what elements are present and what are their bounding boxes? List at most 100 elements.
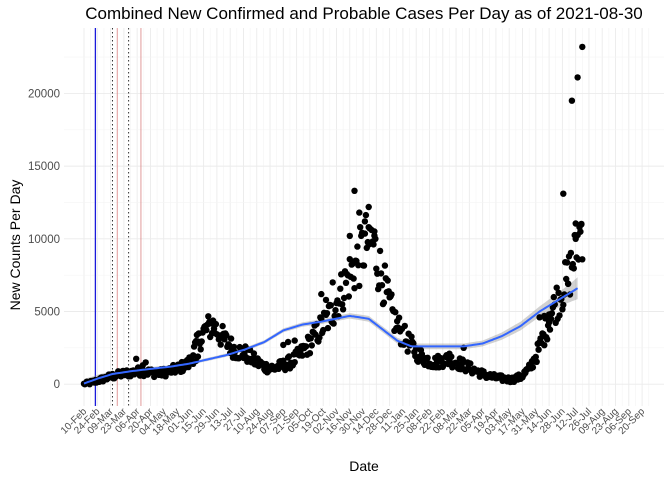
data-point <box>365 241 372 248</box>
data-point <box>395 314 403 321</box>
data-point <box>567 249 575 257</box>
data-point <box>574 74 581 81</box>
smooth-line <box>83 287 579 385</box>
data-point <box>370 241 377 248</box>
data-point <box>371 228 378 235</box>
data-point <box>380 299 388 306</box>
data-point <box>205 313 212 320</box>
data-point <box>203 326 210 334</box>
data-point <box>284 338 292 346</box>
reference-lines <box>94 28 142 406</box>
data-point <box>414 358 422 365</box>
data-point <box>560 190 567 197</box>
data-point <box>553 284 560 291</box>
data-point <box>401 322 408 330</box>
data-point <box>541 312 548 320</box>
data-point <box>361 230 369 237</box>
y-tick-label: 10000 <box>28 234 60 246</box>
data-point <box>280 341 287 349</box>
data-point <box>354 243 361 250</box>
data-point <box>337 285 344 292</box>
data-point <box>299 352 306 359</box>
data-point <box>342 279 350 286</box>
data-point <box>544 336 551 343</box>
data-point <box>408 333 415 340</box>
data-point <box>329 279 336 286</box>
data-point <box>378 282 386 289</box>
data-point <box>306 350 314 357</box>
data-point <box>230 343 238 351</box>
data-point <box>185 363 192 371</box>
data-point <box>282 366 289 374</box>
x-axis-title: Date <box>349 458 379 474</box>
data-point <box>223 332 230 339</box>
y-tick-label: 15000 <box>28 161 60 173</box>
data-point <box>572 235 579 242</box>
chart-title: Combined New Confirmed and Probable Case… <box>85 4 643 23</box>
data-point <box>535 346 542 353</box>
data-point <box>355 262 362 269</box>
data-point <box>532 353 539 361</box>
smooth-line-group <box>83 287 579 385</box>
data-point <box>568 97 576 104</box>
data-point <box>318 290 325 298</box>
data-point <box>467 360 474 367</box>
data-point <box>361 218 369 225</box>
data-point <box>324 324 332 332</box>
data-point <box>377 270 385 277</box>
data-point <box>372 235 379 242</box>
data-point <box>327 302 334 309</box>
data-point <box>285 353 293 360</box>
data-point <box>546 326 554 333</box>
y-axis-title: New Counts Per Day <box>7 180 23 311</box>
y-tick-label: 0 <box>54 379 60 391</box>
data-point <box>133 355 140 362</box>
data-point <box>418 351 426 358</box>
data-point <box>332 307 339 314</box>
data-point <box>453 360 461 367</box>
data-point <box>226 341 233 349</box>
data-point <box>381 262 389 269</box>
data-point <box>424 354 431 361</box>
data-point <box>404 348 411 355</box>
data-point <box>197 346 204 353</box>
data-point <box>410 340 417 347</box>
data-point <box>322 296 330 304</box>
data-point <box>307 335 314 342</box>
data-point <box>579 256 586 263</box>
data-point <box>541 342 548 349</box>
data-point <box>570 265 577 272</box>
data-point <box>291 337 298 344</box>
data-point <box>198 338 205 345</box>
data-point <box>529 364 537 371</box>
data-point <box>212 320 220 328</box>
data-point <box>219 322 226 330</box>
data-point <box>330 320 337 327</box>
data-point <box>533 358 540 365</box>
data-point <box>579 43 586 51</box>
data-point <box>365 224 372 231</box>
data-point <box>563 259 571 266</box>
data-point <box>357 224 364 231</box>
data-point <box>356 282 363 290</box>
data-point <box>142 359 149 366</box>
y-tick-label: 5000 <box>34 307 60 319</box>
data-point <box>227 335 235 342</box>
data-point <box>339 301 346 308</box>
data-point <box>564 280 572 288</box>
data-point <box>323 310 331 317</box>
data-point <box>350 275 357 282</box>
data-point <box>373 265 380 272</box>
data-point <box>217 341 224 348</box>
y-tick-label: 20000 <box>28 88 60 100</box>
data-point <box>351 285 358 292</box>
data-point <box>376 247 384 255</box>
data-point <box>388 291 395 298</box>
data-point <box>346 232 353 240</box>
data-point <box>392 309 399 316</box>
data-point <box>291 359 298 366</box>
data-point <box>560 301 567 309</box>
data-point <box>555 289 562 296</box>
data-point <box>446 350 453 357</box>
